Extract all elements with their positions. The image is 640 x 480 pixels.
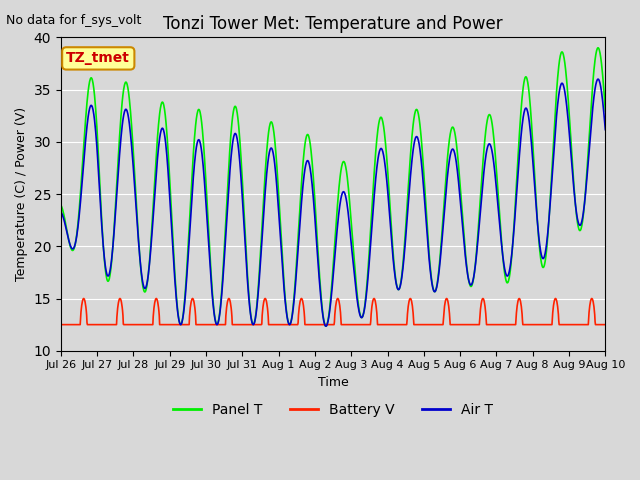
- Legend: Panel T, Battery V, Air T: Panel T, Battery V, Air T: [168, 397, 499, 422]
- Panel T: [239, 188, 246, 193]
- Line: Battery V: Battery V: [61, 299, 605, 324]
- Battery V: [602, 322, 609, 327]
- Air T: [537, 251, 545, 256]
- Air T: [595, 76, 602, 82]
- Air T: [239, 204, 246, 209]
- Air T: [165, 178, 173, 184]
- Air T: [322, 324, 330, 329]
- Battery V: [57, 322, 65, 327]
- Text: No data for f_sys_volt: No data for f_sys_volt: [6, 14, 142, 27]
- Air T: [418, 164, 426, 169]
- Panel T: [178, 319, 186, 325]
- Air T: [57, 209, 65, 215]
- Panel T: [418, 143, 426, 148]
- Panel T: [57, 202, 65, 208]
- Panel T: [602, 108, 609, 114]
- Panel T: [537, 258, 545, 264]
- Line: Air T: Air T: [61, 79, 605, 326]
- Line: Panel T: Panel T: [61, 48, 605, 326]
- Battery V: [165, 322, 173, 327]
- Battery V: [418, 322, 426, 327]
- Battery V: [537, 322, 545, 327]
- Title: Tonzi Tower Met: Temperature and Power: Tonzi Tower Met: Temperature and Power: [163, 15, 503, 33]
- Text: TZ_tmet: TZ_tmet: [67, 51, 130, 65]
- X-axis label: Time: Time: [317, 376, 349, 389]
- Air T: [602, 127, 609, 132]
- Panel T: [595, 45, 602, 51]
- Battery V: [239, 322, 247, 327]
- Panel T: [322, 323, 330, 329]
- Air T: [178, 319, 186, 325]
- Panel T: [165, 159, 173, 165]
- Panel T: [489, 127, 497, 133]
- Battery V: [178, 322, 186, 327]
- Battery V: [489, 322, 497, 327]
- Y-axis label: Temperature (C) / Power (V): Temperature (C) / Power (V): [15, 107, 28, 281]
- Air T: [489, 154, 497, 160]
- Battery V: [189, 296, 196, 301]
